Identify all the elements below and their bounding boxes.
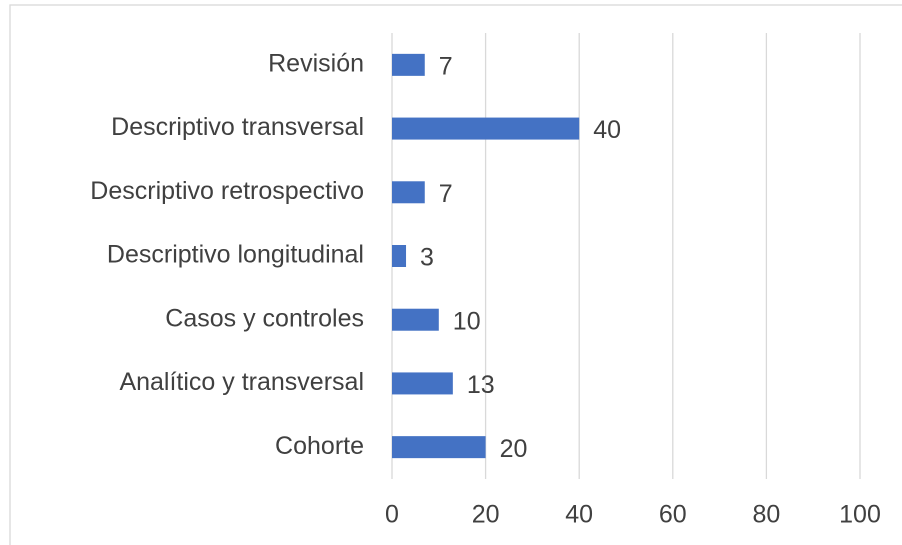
chart-border <box>9 4 902 545</box>
x-tick-label: 60 <box>659 501 687 529</box>
data-label: 13 <box>467 371 495 399</box>
y-tick-label: Descriptivo retrospectivo <box>90 177 364 205</box>
y-tick-label: Revisión <box>268 49 364 77</box>
bar <box>392 245 407 267</box>
bar <box>392 372 453 395</box>
x-tick-label: 20 <box>472 501 500 529</box>
y-tick-label: Casos y controles <box>165 304 364 332</box>
x-tick-label: 80 <box>752 501 780 529</box>
data-label: 10 <box>453 307 481 335</box>
x-tick-label: 0 <box>385 501 399 529</box>
data-label: 20 <box>500 435 528 463</box>
y-tick-label: Descriptivo transversal <box>111 113 364 141</box>
data-label: 40 <box>593 116 621 144</box>
data-label: 3 <box>420 244 434 272</box>
bar <box>392 117 580 140</box>
x-tick-label: 100 <box>839 501 881 529</box>
bar <box>392 181 425 204</box>
bar <box>392 53 425 76</box>
bar <box>392 436 486 459</box>
x-tick-label: 40 <box>565 501 593 529</box>
y-tick-label: Cohorte <box>275 432 364 460</box>
bar <box>392 308 439 331</box>
y-tick-label: Analítico y transversal <box>119 368 364 396</box>
data-label: 7 <box>439 180 453 208</box>
y-tick-label: Descriptivo longitudinal <box>107 241 364 269</box>
data-label: 7 <box>439 52 453 80</box>
